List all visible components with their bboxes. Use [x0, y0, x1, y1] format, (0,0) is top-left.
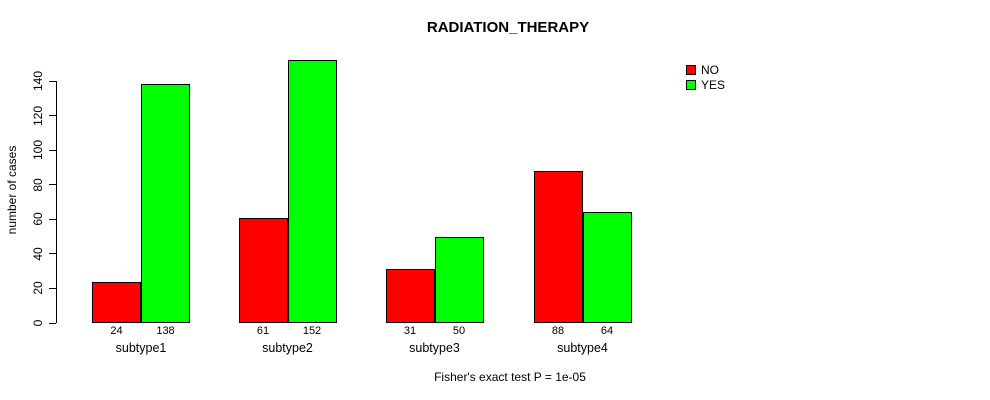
- y-axis-tick: [49, 149, 56, 151]
- y-axis-tick: [49, 322, 56, 324]
- legend-label-no: NO: [701, 63, 719, 77]
- y-axis-tick: [49, 253, 56, 255]
- x-category-label-subtype1: subtype1: [115, 341, 167, 355]
- bar-yes-subtype4: [582, 212, 632, 323]
- y-axis-title: number of cases: [5, 145, 19, 235]
- bar-no-subtype2: [238, 217, 288, 323]
- bar-no-subtype4: [533, 170, 583, 323]
- y-axis-tick: [49, 80, 56, 82]
- y-axis-tick-label: 40: [31, 247, 45, 261]
- chart-title: RADIATION_THERAPY: [426, 19, 590, 36]
- bar-value-label: 138: [156, 325, 175, 337]
- bar-yes-subtype1: [141, 84, 190, 323]
- bar-yes-subtype2: [287, 60, 337, 323]
- y-axis-tick-label: 80: [31, 178, 45, 192]
- x-category-label-subtype4: subtype4: [557, 341, 608, 355]
- y-axis-tick: [49, 115, 56, 117]
- stat-test-caption: Fisher's exact test P = 1e-05: [434, 370, 586, 384]
- x-category-label-subtype2: subtype2: [262, 341, 313, 355]
- y-axis-tick: [49, 218, 56, 220]
- bar-no-subtype3: [385, 269, 435, 323]
- legend-item-no: NO: [686, 64, 725, 76]
- legend-swatch-yes: [686, 80, 696, 90]
- legend-item-yes: YES: [686, 79, 725, 91]
- bar-value-label: 24: [110, 325, 123, 337]
- bar-yes-subtype3: [434, 236, 484, 323]
- y-axis-tick-label: 20: [31, 281, 45, 296]
- bar-no-subtype1: [92, 281, 141, 323]
- bar-value-label: 50: [452, 325, 466, 337]
- bar-value-label: 31: [403, 325, 417, 337]
- y-axis-tick-label: 60: [31, 212, 45, 226]
- bar-value-label: 152: [302, 325, 322, 337]
- y-axis-tick-label: 0: [31, 319, 45, 327]
- y-axis-tick: [49, 287, 56, 289]
- legend-swatch-no: [686, 65, 696, 75]
- y-axis-tick-label: 120: [31, 105, 45, 126]
- bar-value-label: 61: [256, 325, 270, 337]
- y-axis-tick-label: 100: [31, 140, 45, 161]
- x-category-label-subtype3: subtype3: [409, 341, 460, 355]
- y-axis-line: [56, 81, 57, 323]
- bar-value-label: 64: [600, 325, 614, 337]
- legend: NO YES: [686, 64, 725, 94]
- bar-value-label: 88: [551, 325, 565, 337]
- legend-label-yes: YES: [701, 78, 726, 92]
- y-axis-tick-label: 140: [31, 70, 45, 92]
- y-axis-tick: [49, 184, 56, 186]
